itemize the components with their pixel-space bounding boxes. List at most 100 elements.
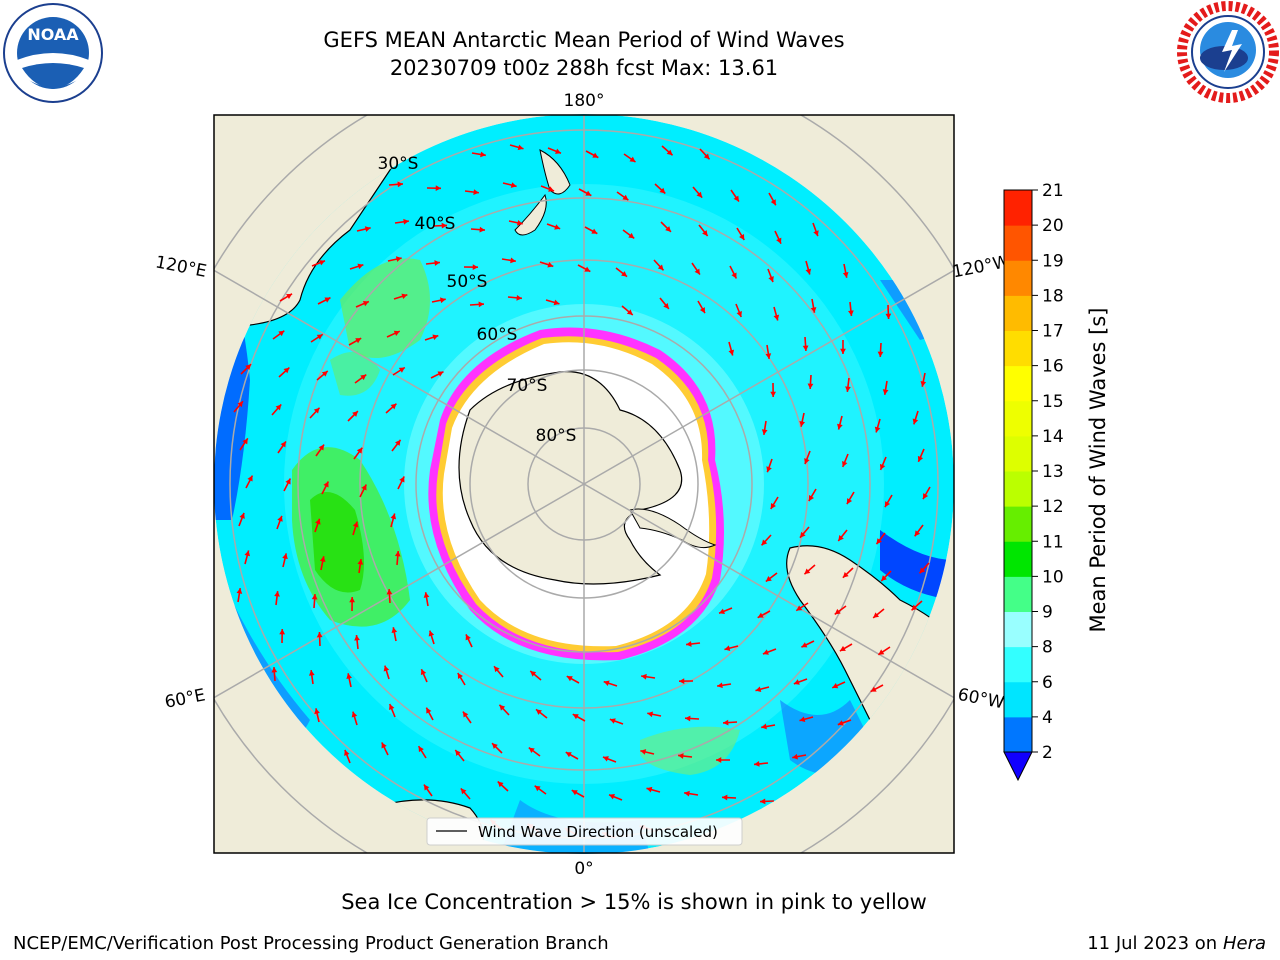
wind-arrow-head [239,512,245,519]
wind-arrow-head [799,420,806,427]
wind-arrow-head [917,455,924,462]
wind-arrow-head [716,757,722,763]
footer-date-text: 11 Jul 2023 on [1087,933,1223,954]
wind-arrow-head [352,521,359,528]
wind-arrow-head [621,271,628,277]
wind-arrow-head [842,571,849,578]
wind-arrow-head [602,756,609,762]
colorbar-tick-label: 19 [1042,251,1064,271]
wind-arrow-head [423,784,430,791]
wind-arrow-head [566,676,573,682]
wind-arrow-head [659,187,666,194]
meridian-line [583,483,954,699]
wind-arrow-head [801,642,808,648]
national-weather-service-logo-icon [1177,1,1279,103]
wind-arrow-head [360,374,367,381]
wind-arrow-head [528,747,535,754]
wind-arrow-head [699,307,705,314]
wind-arrow-head [733,195,739,202]
wind-arrow-head [834,608,841,615]
wind-arrow-head [457,672,463,679]
wind-arrow-head [804,568,811,575]
colorbar-block [1004,471,1032,507]
wind-arrow-head [629,156,636,162]
wind-arrow-head [685,715,691,722]
wind-arrow-head [793,679,800,685]
wind-arrow-head [879,463,886,470]
wind-arrow-head [761,539,768,546]
wind-arrow-head [386,589,393,595]
lon-label-120e: 120°E [154,252,209,281]
colorbar-tick-label: 18 [1042,286,1064,306]
map-subtitle: 20230709 t00z 288h fcst Max: 13.61 [389,56,779,80]
wind-arrow-head [762,649,769,655]
colorbar-block [1004,330,1032,367]
colorbar-tick-label: 12 [1042,497,1064,517]
wind-arrow-head [761,723,767,730]
wind-arrow-head [846,498,853,505]
wind-arrow-head [318,444,325,451]
wind-arrow-head [393,330,400,336]
wind-arrow-head [808,495,815,502]
wind-arrow-head [460,788,467,795]
wind-arrow-head [765,353,772,359]
colorbar-block [1004,541,1032,577]
wind-arrow-head [807,383,814,389]
wind-arrow-head [770,391,776,397]
map-frame [213,114,955,854]
wind-arrow-head [799,716,806,723]
wind-arrow-head [547,262,554,268]
wind-arrow-head [754,761,760,767]
wind-arrow-head [286,293,293,300]
wind-arrow-head [352,411,358,417]
wind-arrow-head [603,680,610,686]
wind-arrow-head [315,518,321,525]
wind-arrow-head [361,484,367,491]
wind-arrow-head [555,148,561,154]
wind-arrow-head [845,386,851,392]
graticule [214,115,954,853]
colorbar-block [1004,681,1032,718]
wind-arrow-head [640,749,647,755]
wind-arrow-head [357,559,364,565]
wind-arrow-head [426,707,432,714]
wind-arrow-head [472,264,478,271]
wind-arrow-head [271,667,278,673]
wind-arrow-head [878,649,885,655]
wind-arrow-head [722,794,728,801]
wind-arrow-head [510,257,516,264]
colorbar-block [1004,365,1032,402]
lat-label-80s: 80°S [536,426,577,446]
colorbar-block [1004,260,1032,296]
wind-arrow-head [773,314,780,321]
sea-ice-note: Sea Ice Concentration > 15% is shown in … [341,890,927,914]
wind-arrow-head [881,575,887,582]
colorbar-tick-label: 20 [1042,216,1064,236]
wind-arrow-head [628,232,635,239]
wind-arrow-head [572,714,579,720]
noaa-logo-text: NOAA [27,25,79,44]
wind-arrow-head [247,475,253,482]
wind-arrow-head [480,151,486,158]
wind-arrow-head [768,276,774,283]
wind-arrow-head [657,264,664,271]
wind-arrow-head [344,749,350,756]
wind-arrow-head [609,794,615,800]
wind-arrow-head [882,389,889,395]
wind-arrow-head [877,351,884,357]
wind-arrow-head [919,567,926,574]
wind-arrow-head [357,263,364,270]
wind-arrow-head [390,513,397,520]
colorbar-block [1004,225,1032,261]
wind-arrow-head [321,371,328,377]
wind-arrow-head [278,330,285,337]
wind-arrow-head [584,266,591,272]
wind-arrow-head [423,592,430,598]
wind-arrow-head [516,294,522,301]
wind-arrow-head [314,708,320,715]
colorbar-blocks [1003,189,1033,782]
wind-arrow-head [237,401,243,408]
wind-arrow-head [316,334,323,340]
meridian-line [583,269,954,485]
wind-arrow-head [665,226,671,232]
